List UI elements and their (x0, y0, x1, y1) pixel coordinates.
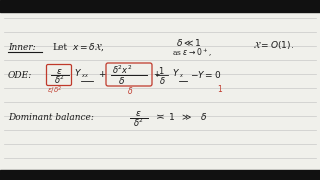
Text: $x = \delta \mathcal{X}$,: $x = \delta \mathcal{X}$, (72, 41, 104, 53)
Text: $_x$: $_x$ (179, 72, 184, 80)
Text: $\delta$: $\delta$ (159, 75, 165, 87)
Text: Inner:: Inner: (8, 42, 36, 51)
Text: $1$: $1$ (158, 64, 164, 75)
Text: $_{xx}$: $_{xx}$ (81, 72, 89, 80)
Text: $\mathcal{X} = O(1).$: $\mathcal{X} = O(1).$ (253, 39, 294, 51)
Text: $\varepsilon/\delta^2$: $\varepsilon/\delta^2$ (47, 85, 63, 97)
Text: $1$: $1$ (168, 111, 175, 123)
Text: $Y$: $Y$ (172, 68, 180, 78)
Text: as $\varepsilon \to 0^+$,: as $\varepsilon \to 0^+$, (172, 47, 212, 59)
Text: ODE:: ODE: (8, 71, 32, 80)
Text: $\varepsilon$: $\varepsilon$ (56, 66, 62, 75)
Text: $1$: $1$ (217, 84, 223, 95)
Text: $\delta^2$: $\delta^2$ (132, 117, 143, 129)
Text: $\delta \ll 1$: $\delta \ll 1$ (176, 37, 201, 48)
Text: $Y$: $Y$ (74, 68, 82, 78)
Bar (0, 170, 320, 180)
Bar (0, 0, 320, 12)
Text: $\varepsilon$: $\varepsilon$ (135, 109, 141, 118)
Text: $\gg$: $\gg$ (180, 112, 193, 122)
Text: $\delta^2 x^2$: $\delta^2 x^2$ (112, 64, 132, 76)
Text: $\delta$: $\delta$ (200, 111, 207, 123)
Text: $- Y = 0$: $- Y = 0$ (190, 69, 221, 80)
Text: $\delta^2$: $\delta^2$ (53, 74, 65, 86)
Text: Dominant balance:: Dominant balance: (8, 114, 94, 123)
Text: $\delta$: $\delta$ (127, 86, 133, 96)
Text: $+$: $+$ (98, 69, 107, 79)
Text: $\delta$: $\delta$ (118, 75, 125, 87)
Text: $\asymp$: $\asymp$ (153, 112, 165, 122)
Text: Let: Let (52, 42, 67, 51)
Text: $+$: $+$ (153, 69, 161, 79)
